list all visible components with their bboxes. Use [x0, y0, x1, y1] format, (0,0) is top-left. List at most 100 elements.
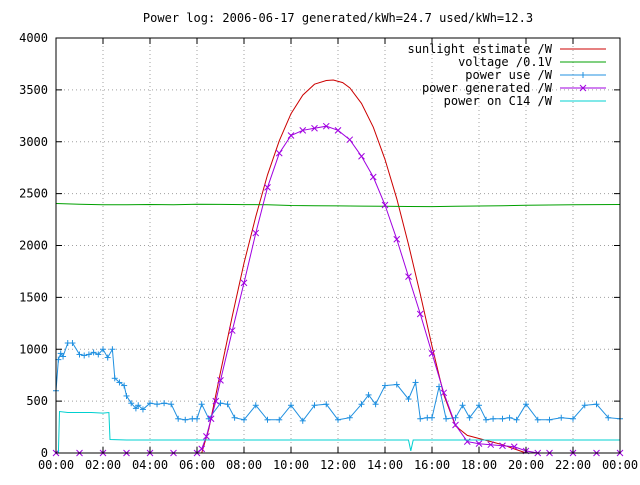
- data-point: [466, 414, 473, 421]
- data-point: [513, 416, 520, 423]
- series-2: [53, 340, 623, 424]
- y-tick-label: 2000: [19, 239, 48, 253]
- data-point: [69, 340, 76, 347]
- series-line: [56, 125, 620, 454]
- x-tick-label: 06:00: [179, 458, 215, 472]
- data-point: [57, 350, 64, 357]
- data-point: [452, 414, 459, 421]
- data-point: [475, 440, 483, 448]
- data-point: [240, 279, 248, 287]
- legend-entry: power on C14 /W: [444, 94, 606, 108]
- x-tick-label: 10:00: [273, 458, 309, 472]
- y-tick-label: 0: [41, 446, 48, 460]
- data-point: [605, 414, 612, 421]
- data-point: [412, 379, 419, 386]
- data-point: [323, 401, 330, 408]
- y-tick-label: 1500: [19, 290, 48, 304]
- y-tick-label: 500: [26, 394, 48, 408]
- data-point: [546, 416, 553, 423]
- data-point: [499, 442, 506, 450]
- data-point: [207, 415, 215, 423]
- data-point: [287, 132, 295, 139]
- data-point: [241, 416, 247, 423]
- legend-entry: power use /W: [465, 68, 606, 82]
- data-point: [198, 445, 206, 453]
- data-point: [311, 124, 318, 132]
- axis-layer: 00:00 02:00 04:00 06:00 08:00 10:00 12:00 14:00…: [19, 31, 638, 472]
- x-tick-label: 00:00: [38, 458, 74, 472]
- series-line: [55, 203, 621, 208]
- data-point: [275, 149, 283, 157]
- data-point: [534, 416, 541, 423]
- data-point: [452, 421, 459, 429]
- data-point: [429, 414, 435, 421]
- data-point: [358, 152, 365, 160]
- series-layer: [52, 79, 624, 457]
- data-point: [111, 375, 118, 382]
- data-point: [417, 415, 424, 422]
- data-point: [264, 416, 271, 423]
- series-line: [56, 410, 620, 454]
- x-tick-label: 02:00: [85, 458, 121, 472]
- legend-entry: sunlight estimate /W: [408, 42, 606, 56]
- data-point: [393, 381, 400, 388]
- data-point: [109, 346, 116, 353]
- data-point: [175, 415, 182, 422]
- data-point: [104, 354, 111, 361]
- x-tick-label: 14:00: [367, 458, 403, 472]
- data-point: [593, 401, 600, 408]
- data-point: [100, 346, 106, 353]
- data-point: [161, 400, 168, 407]
- data-point: [95, 351, 102, 358]
- data-point: [203, 433, 210, 440]
- legend-label: power use /W: [465, 68, 552, 82]
- series-4: [56, 410, 620, 454]
- data-point: [558, 414, 565, 421]
- data-point: [168, 401, 175, 408]
- legend-label: power on C14 /W: [444, 94, 553, 108]
- data-point: [147, 400, 153, 407]
- data-point: [85, 351, 92, 358]
- data-point: [487, 441, 495, 449]
- data-point: [116, 379, 123, 386]
- data-point: [154, 401, 161, 408]
- data-point: [490, 415, 497, 422]
- data-point: [416, 310, 424, 318]
- data-point: [581, 402, 588, 409]
- data-point: [128, 400, 135, 407]
- legend-entry: voltage /0.1V: [458, 55, 606, 69]
- data-point: [440, 389, 448, 397]
- data-point: [499, 415, 506, 422]
- data-point: [252, 402, 259, 409]
- series-3: [52, 122, 624, 457]
- data-point: [132, 405, 139, 412]
- data-point: [365, 391, 372, 398]
- data-point: [523, 401, 529, 408]
- x-tick-label: 18:00: [461, 458, 497, 472]
- data-point: [288, 402, 294, 409]
- data-point: [358, 401, 365, 408]
- series-line: [201, 79, 620, 454]
- data-point: [459, 402, 466, 409]
- legend-label: sunlight estimate /W: [408, 42, 553, 56]
- data-point: [322, 122, 330, 130]
- data-point: [228, 327, 236, 334]
- data-point: [382, 382, 388, 389]
- data-point: [231, 414, 238, 421]
- data-point: [506, 414, 513, 421]
- data-point: [510, 443, 518, 451]
- data-point: [346, 414, 353, 421]
- data-point: [381, 201, 389, 209]
- data-point: [264, 184, 271, 191]
- series-1: [55, 203, 621, 208]
- y-tick-label: 1000: [19, 342, 48, 356]
- data-point: [194, 415, 200, 422]
- data-point: [90, 349, 97, 356]
- data-point: [428, 350, 436, 357]
- x-tick-label: 22:00: [555, 458, 591, 472]
- x-tick-label: 12:00: [320, 458, 356, 472]
- data-point: [299, 417, 306, 424]
- y-tick-label: 4000: [19, 31, 48, 45]
